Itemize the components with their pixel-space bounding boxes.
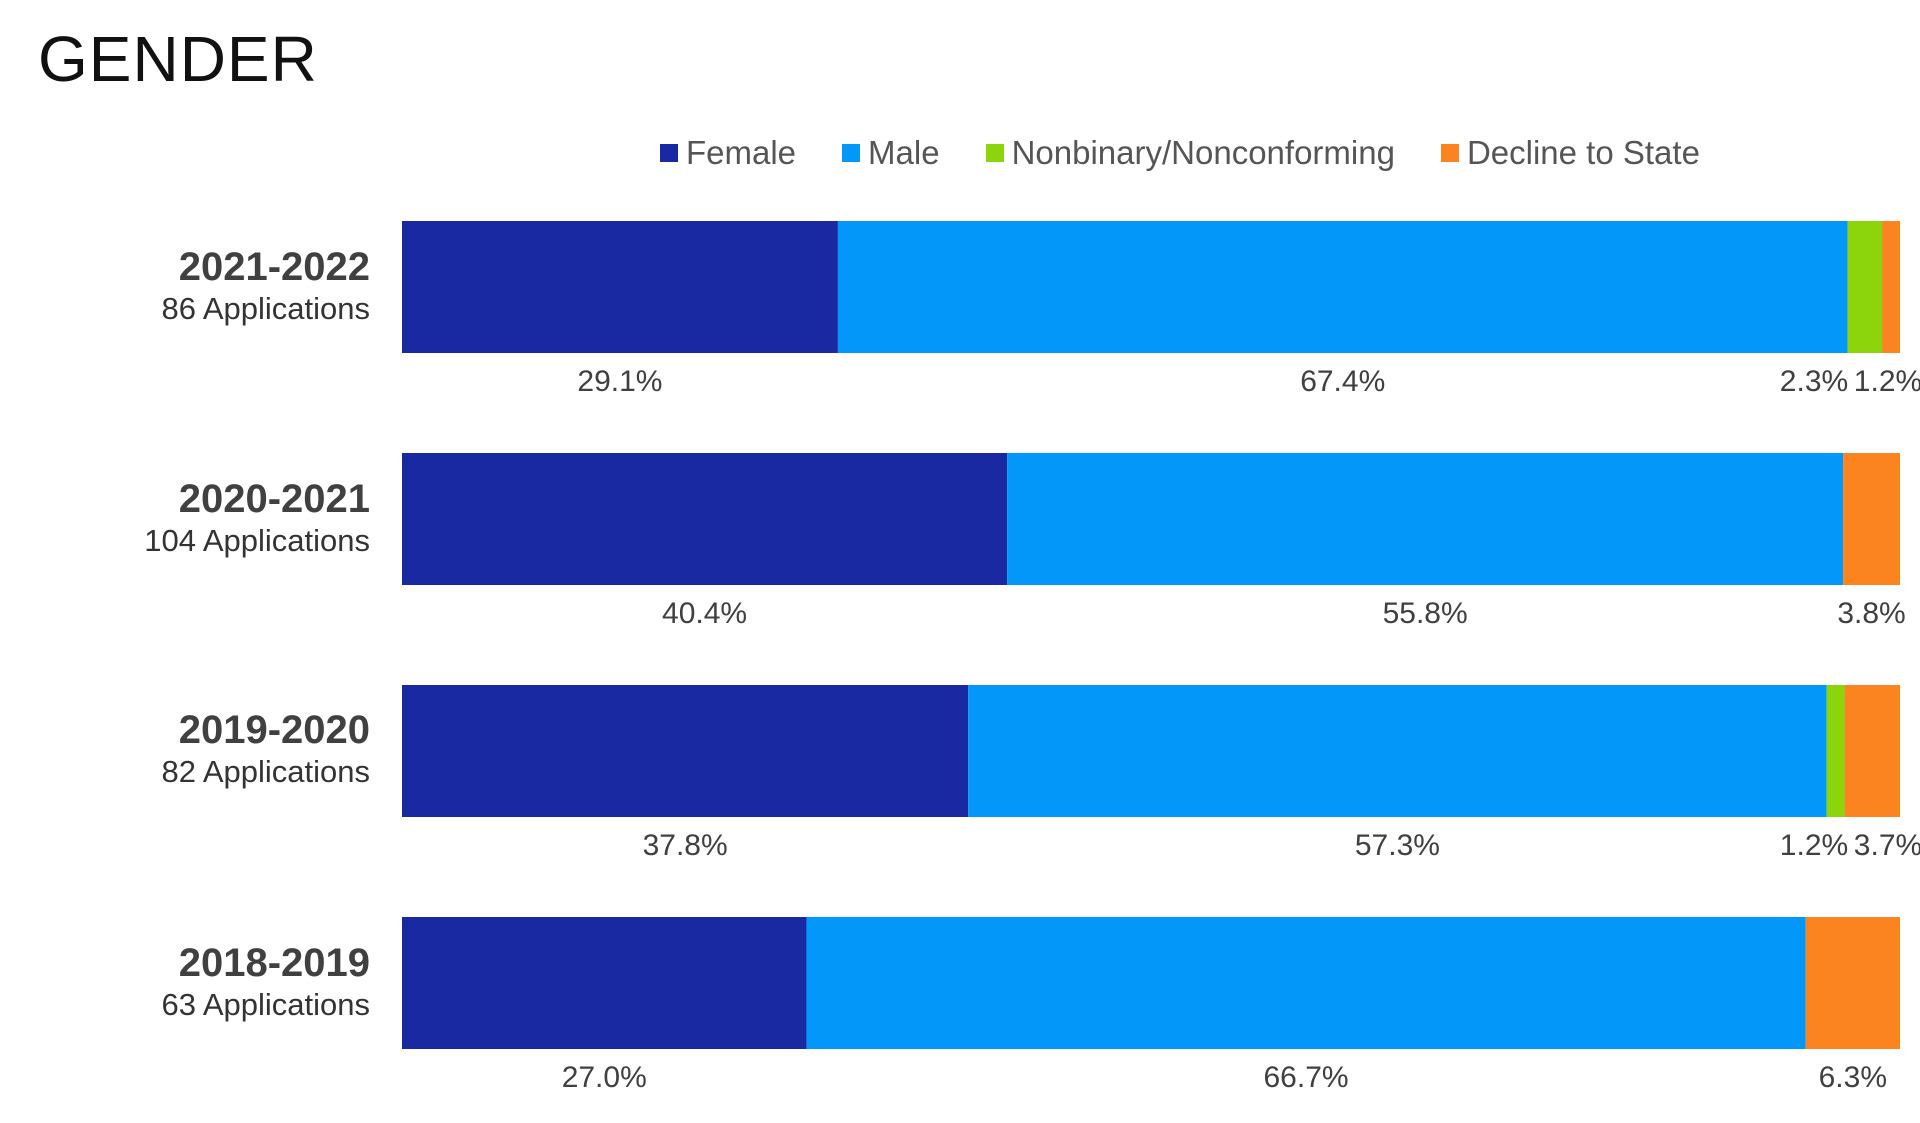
data-label-decline-to-state-2020-2021: 3.8% (1837, 597, 1905, 630)
bar-segment-male-2019-2020 (968, 685, 1827, 817)
legend-label-decline: Decline to State (1466, 134, 1700, 171)
row-year: 2019-2020 (178, 708, 370, 752)
row-year: 2018-2019 (178, 941, 370, 985)
bar-segment-decline-to-state-2021-2022 (1882, 221, 1900, 353)
data-label-male-2020-2021: 55.8% (1383, 597, 1468, 630)
row-applications-count: 104 Applications (144, 523, 370, 558)
bar-segment-nonbinary-nonconforming-2019-2020 (1826, 685, 1845, 817)
row-year: 2021-2022 (178, 245, 370, 289)
legend-swatch-decline (1440, 144, 1459, 162)
bar-segment-male-2018-2019 (806, 917, 1806, 1049)
legend-swatch-female (660, 144, 678, 162)
row-label-2019-2020: 2019-2020 82 Applications (161, 707, 370, 791)
legend-label-female: Female (686, 134, 797, 171)
row-applications-count: 82 Applications (161, 754, 370, 789)
data-label-female-2019-2020: 37.8% (643, 829, 728, 862)
row-label-2020-2021: 2020-2021 104 Applications (144, 476, 370, 560)
data-label-female-2021-2022: 29.1% (577, 365, 662, 398)
bar-segment-male-2020-2021 (1007, 453, 1844, 585)
bar-segment-decline-to-state-2020-2021 (1843, 453, 1900, 585)
legend-item-female: Female (660, 134, 796, 172)
data-label-decline-to-state-2019-2020: 3.7% (1854, 829, 1920, 862)
bar-segment-female-2021-2022 (402, 221, 838, 353)
row-label-2018-2019: 2018-2019 63 Applications (161, 940, 370, 1024)
row-year: 2020-2021 (178, 477, 370, 521)
bar-segment-male-2021-2022 (837, 221, 1848, 353)
row-label-2021-2022: 2021-2022 86 Applications (161, 244, 370, 328)
data-label-female-2018-2019: 27.0% (562, 1061, 647, 1094)
chart-legend: Female Male Nonbinary/Nonconforming Decl… (660, 134, 1746, 172)
data-label-nonbinary-nonconforming-2019-2020: 1.2% (1780, 829, 1848, 862)
data-label-male-2021-2022: 67.4% (1300, 365, 1385, 398)
data-label-male-2018-2019: 66.7% (1264, 1061, 1349, 1094)
bar-segment-female-2020-2021 (402, 453, 1008, 585)
legend-label-male: Male (868, 134, 940, 171)
legend-item-nonbinary: Nonbinary/Nonconforming (985, 134, 1395, 172)
data-label-nonbinary-nonconforming-2021-2022: 2.3% (1780, 365, 1848, 398)
bar-segment-female-2018-2019 (402, 917, 807, 1049)
bar-segment-decline-to-state-2019-2020 (1844, 685, 1900, 817)
legend-swatch-nonbinary (985, 144, 1004, 162)
data-label-female-2020-2021: 40.4% (662, 597, 747, 630)
legend-swatch-male (842, 144, 861, 162)
data-label-decline-to-state-2018-2019: 6.3% (1819, 1061, 1887, 1094)
row-applications-count: 63 Applications (161, 987, 370, 1022)
legend-item-decline: Decline to State (1440, 134, 1700, 172)
legend-item-male: Male (842, 134, 940, 172)
data-label-male-2019-2020: 57.3% (1355, 829, 1440, 862)
data-label-decline-to-state-2021-2022: 1.2% (1854, 365, 1920, 398)
legend-label-nonbinary: Nonbinary/Nonconforming (1011, 134, 1395, 171)
bar-segment-female-2019-2020 (402, 685, 969, 817)
row-applications-count: 86 Applications (161, 291, 370, 326)
bar-segment-decline-to-state-2018-2019 (1805, 917, 1900, 1049)
chart-title: GENDER (38, 23, 318, 95)
bar-segment-nonbinary-nonconforming-2021-2022 (1847, 221, 1883, 353)
